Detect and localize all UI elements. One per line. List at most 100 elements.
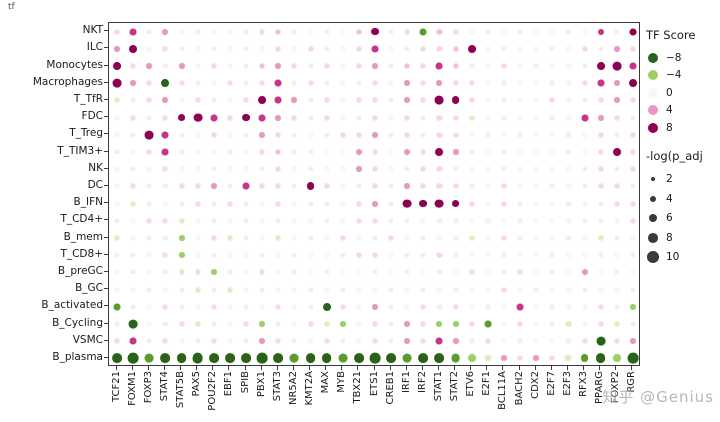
dot	[598, 321, 604, 327]
dot	[243, 253, 249, 258]
dot	[405, 218, 410, 223]
dot	[193, 113, 203, 123]
dot	[630, 184, 635, 189]
color-legend: −8 −4 0 4 8	[646, 49, 720, 137]
dot	[518, 287, 523, 292]
dot	[389, 63, 394, 69]
dot	[469, 80, 475, 86]
dot	[292, 132, 297, 137]
y-tick-label: B_preGC	[57, 264, 103, 277]
dot	[306, 182, 315, 191]
dot	[453, 304, 459, 310]
size-legend-entry: 6	[646, 209, 720, 229]
color-legend-dot	[648, 87, 658, 98]
dot	[147, 321, 152, 327]
color-legend-entry: −4	[646, 67, 720, 85]
x-tick-label: CDX2	[529, 371, 541, 399]
y-tick-mark	[104, 64, 108, 66]
dot	[598, 166, 604, 172]
dot	[275, 166, 281, 172]
dot	[582, 167, 587, 172]
dot	[534, 115, 539, 120]
dot	[324, 235, 329, 241]
dot	[321, 353, 332, 364]
x-tick-label: IRF2	[416, 371, 428, 394]
dot	[292, 201, 297, 206]
dot	[308, 201, 313, 206]
dot	[501, 115, 507, 120]
dot	[372, 287, 378, 292]
dot	[340, 98, 345, 103]
dot	[195, 235, 200, 241]
dot	[614, 304, 619, 309]
dot	[469, 132, 474, 137]
dot	[405, 287, 410, 292]
dot	[612, 148, 621, 156]
dot	[469, 287, 474, 292]
dot	[550, 253, 555, 258]
dot	[467, 354, 476, 363]
dot	[340, 46, 345, 51]
dot	[324, 167, 329, 172]
dot	[469, 149, 474, 155]
dot	[518, 115, 523, 120]
dot	[243, 321, 249, 327]
dot	[275, 304, 281, 310]
dot	[614, 235, 619, 241]
dot	[162, 115, 168, 121]
dot	[485, 218, 490, 223]
dot	[275, 201, 281, 207]
dot	[453, 253, 458, 258]
dot	[469, 339, 474, 344]
dot	[273, 353, 284, 364]
x-tick-label: PBX1	[255, 371, 267, 398]
dot	[115, 218, 120, 223]
dot	[518, 167, 523, 172]
dot	[389, 81, 394, 86]
dot	[500, 355, 507, 362]
x-tick-label: STAT2	[449, 371, 461, 402]
dot	[549, 97, 555, 103]
dot	[596, 62, 605, 70]
plot-area	[108, 22, 640, 366]
dot	[178, 235, 185, 241]
dot	[211, 98, 216, 103]
dot	[195, 339, 200, 344]
dot	[469, 269, 475, 275]
dot	[436, 29, 443, 35]
dot	[292, 321, 297, 327]
dot	[308, 304, 313, 309]
dot	[566, 287, 571, 292]
x-tick-label: POU2F2	[207, 371, 219, 411]
dot	[372, 303, 378, 310]
dot	[534, 184, 539, 189]
dot	[534, 46, 539, 51]
dot	[227, 321, 232, 327]
dot	[114, 235, 120, 241]
dot	[372, 63, 378, 69]
y-tick-mark	[104, 270, 108, 272]
x-tick-mark	[341, 366, 343, 370]
dot	[131, 98, 136, 103]
dot	[598, 304, 604, 310]
dot	[131, 304, 136, 309]
dot	[517, 321, 523, 327]
dot	[630, 235, 635, 241]
dot	[614, 338, 620, 344]
dot	[451, 353, 461, 363]
y-tick-mark	[104, 98, 108, 100]
dot	[469, 167, 474, 172]
dot	[435, 148, 444, 156]
dot	[629, 62, 637, 70]
dot	[227, 253, 232, 258]
dot	[356, 29, 362, 35]
dot	[131, 218, 136, 223]
y-tick-label: Macrophages	[32, 75, 103, 88]
dot	[630, 166, 636, 172]
dot	[452, 338, 459, 345]
dot	[614, 253, 619, 258]
y-tick-label: NK	[88, 161, 103, 174]
dot	[115, 287, 120, 292]
x-tick-mark	[260, 366, 262, 370]
size-legend: 2 4 6 8 10	[646, 170, 720, 268]
